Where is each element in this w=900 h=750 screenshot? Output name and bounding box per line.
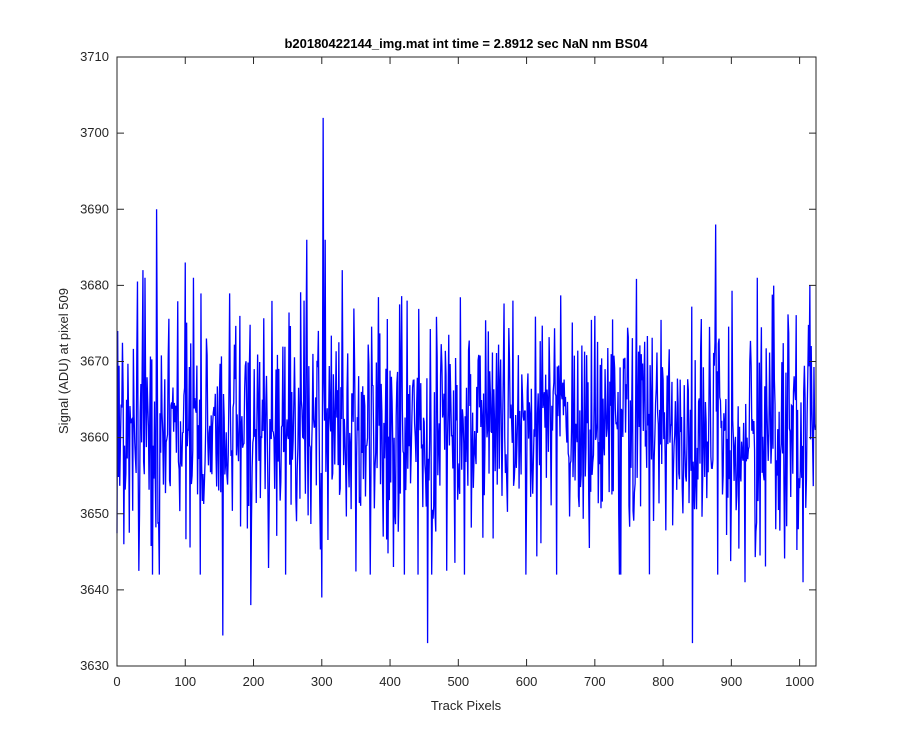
signal-series-line	[116, 117, 816, 644]
x-tick-label: 0	[113, 674, 120, 689]
x-tick-label: 700	[584, 674, 606, 689]
y-tick-label: 3640	[80, 582, 109, 597]
y-axis-label: Signal (ADU) at pixel 509	[56, 288, 71, 434]
plot-background	[117, 57, 816, 666]
x-tick-label: 200	[243, 674, 265, 689]
y-tick-label: 3670	[80, 354, 109, 369]
x-tick-label: 400	[379, 674, 401, 689]
chart-title: b20180422144_img.mat int time = 2.8912 s…	[284, 36, 648, 51]
y-tick-label: 3630	[80, 658, 109, 673]
x-axis-ticks: 0 100 200 300 400 500 600 700 800 900 1000	[113, 57, 814, 689]
x-axis-label: Track Pixels	[431, 698, 502, 713]
y-tick-label: 3710	[80, 49, 109, 64]
x-tick-label: 1000	[785, 674, 814, 689]
x-tick-label: 800	[652, 674, 674, 689]
x-tick-label: 100	[174, 674, 196, 689]
x-tick-label: 600	[516, 674, 538, 689]
series-layer	[116, 117, 816, 644]
x-tick-label: 300	[311, 674, 333, 689]
x-tick-label: 900	[721, 674, 743, 689]
y-tick-label: 3660	[80, 430, 109, 445]
y-tick-label: 3690	[80, 201, 109, 216]
y-tick-label: 3680	[80, 277, 109, 292]
y-tick-label: 3700	[80, 125, 109, 140]
y-tick-label: 3650	[80, 506, 109, 521]
y-axis-ticks: 3630 3640 3650 3660 3670 3680 3690 3700 3710	[80, 49, 816, 673]
x-tick-label: 500	[447, 674, 469, 689]
